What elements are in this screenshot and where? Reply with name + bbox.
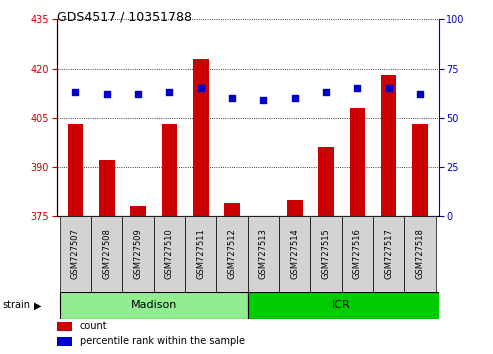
Point (197, 85, 205, 91)
Text: GSM727509: GSM727509 (134, 229, 142, 279)
Bar (60, 216, 91, 292)
Point (103, 91, 111, 97)
Text: GSM727517: GSM727517 (384, 229, 393, 279)
Bar (342, 216, 373, 292)
Bar (193, 59, 209, 216)
Point (353, 85, 361, 91)
Text: Madison: Madison (131, 300, 177, 310)
Point (228, 95, 236, 101)
Bar (412, 124, 428, 216)
Bar (154, 216, 185, 292)
Bar (162, 124, 177, 216)
Bar (60, 292, 248, 319)
Bar (185, 216, 216, 292)
Text: ▶: ▶ (34, 300, 41, 310)
Bar (91, 216, 122, 292)
Point (291, 95, 299, 101)
Text: GSM727513: GSM727513 (259, 229, 268, 279)
Bar (318, 147, 334, 216)
Bar (248, 292, 451, 319)
Text: GSM727518: GSM727518 (416, 229, 424, 279)
Point (322, 89, 330, 95)
Bar (57, 322, 72, 331)
Text: GSM727516: GSM727516 (353, 229, 362, 279)
Bar (224, 203, 240, 216)
Text: strain: strain (2, 300, 31, 310)
Text: GSM727512: GSM727512 (228, 229, 237, 279)
Point (71, 89, 79, 95)
Text: GSM727511: GSM727511 (196, 229, 205, 279)
Bar (373, 216, 404, 292)
Bar (279, 216, 311, 292)
Point (134, 91, 142, 97)
Bar (248, 216, 279, 292)
Text: GSM727515: GSM727515 (321, 229, 330, 279)
Bar (68, 124, 83, 216)
Bar (350, 108, 365, 216)
Bar (99, 160, 115, 216)
Text: ICR: ICR (332, 300, 351, 310)
Bar (404, 216, 436, 292)
Text: GSM727514: GSM727514 (290, 229, 299, 279)
Text: GDS4517 / 10351788: GDS4517 / 10351788 (57, 11, 192, 24)
Text: GSM727507: GSM727507 (71, 229, 80, 279)
Text: percentile rank within the sample: percentile rank within the sample (80, 336, 245, 347)
Point (385, 85, 392, 91)
Bar (216, 216, 248, 292)
Bar (311, 216, 342, 292)
Point (166, 89, 174, 95)
Bar (130, 206, 146, 216)
Text: GSM727510: GSM727510 (165, 229, 174, 279)
Point (259, 97, 267, 103)
Bar (287, 200, 303, 216)
Point (416, 91, 424, 97)
Bar (381, 75, 396, 216)
Bar (122, 216, 154, 292)
Text: count: count (80, 321, 107, 331)
Bar (57, 337, 72, 346)
Text: GSM727508: GSM727508 (103, 229, 111, 279)
